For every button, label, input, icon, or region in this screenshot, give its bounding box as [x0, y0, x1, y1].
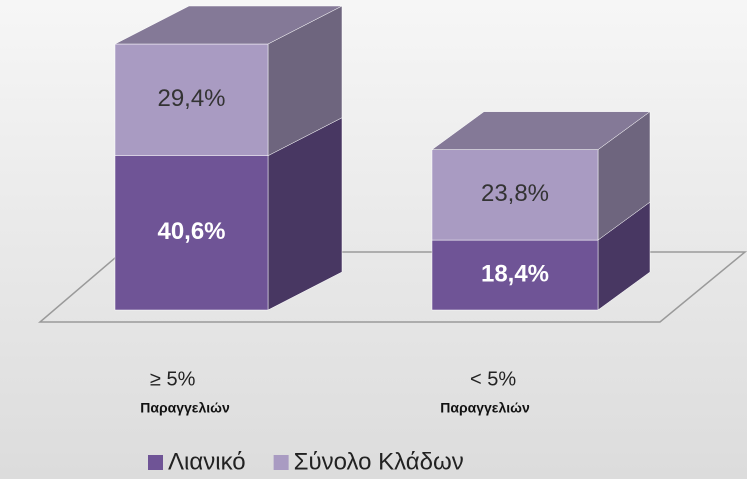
bar: [431, 149, 599, 241]
bar: [114, 43, 269, 156]
legend-label: Λιανικό: [168, 448, 246, 475]
legend-swatch: [273, 455, 289, 470]
legend-label: Σύνολο Κλάδων: [294, 448, 464, 475]
x-tick-sublabel: Παραγγελιών: [140, 400, 230, 416]
x-tick-label: < 5%: [470, 368, 516, 390]
value-label: 23,8%: [481, 180, 549, 207]
bar-top: [431, 111, 651, 150]
floor: [37, 251, 747, 323]
x-tick-label: ≥ 5%: [150, 368, 196, 390]
value-label: 40,6%: [157, 218, 225, 245]
x-tick-sublabel: Παραγγελιών: [440, 400, 530, 416]
bar: [431, 239, 599, 311]
bar-top: [114, 5, 343, 45]
legend-swatch: [148, 455, 163, 470]
value-label: 29,4%: [157, 85, 225, 112]
value-label: 18,4%: [481, 260, 549, 287]
bar: [114, 155, 269, 311]
